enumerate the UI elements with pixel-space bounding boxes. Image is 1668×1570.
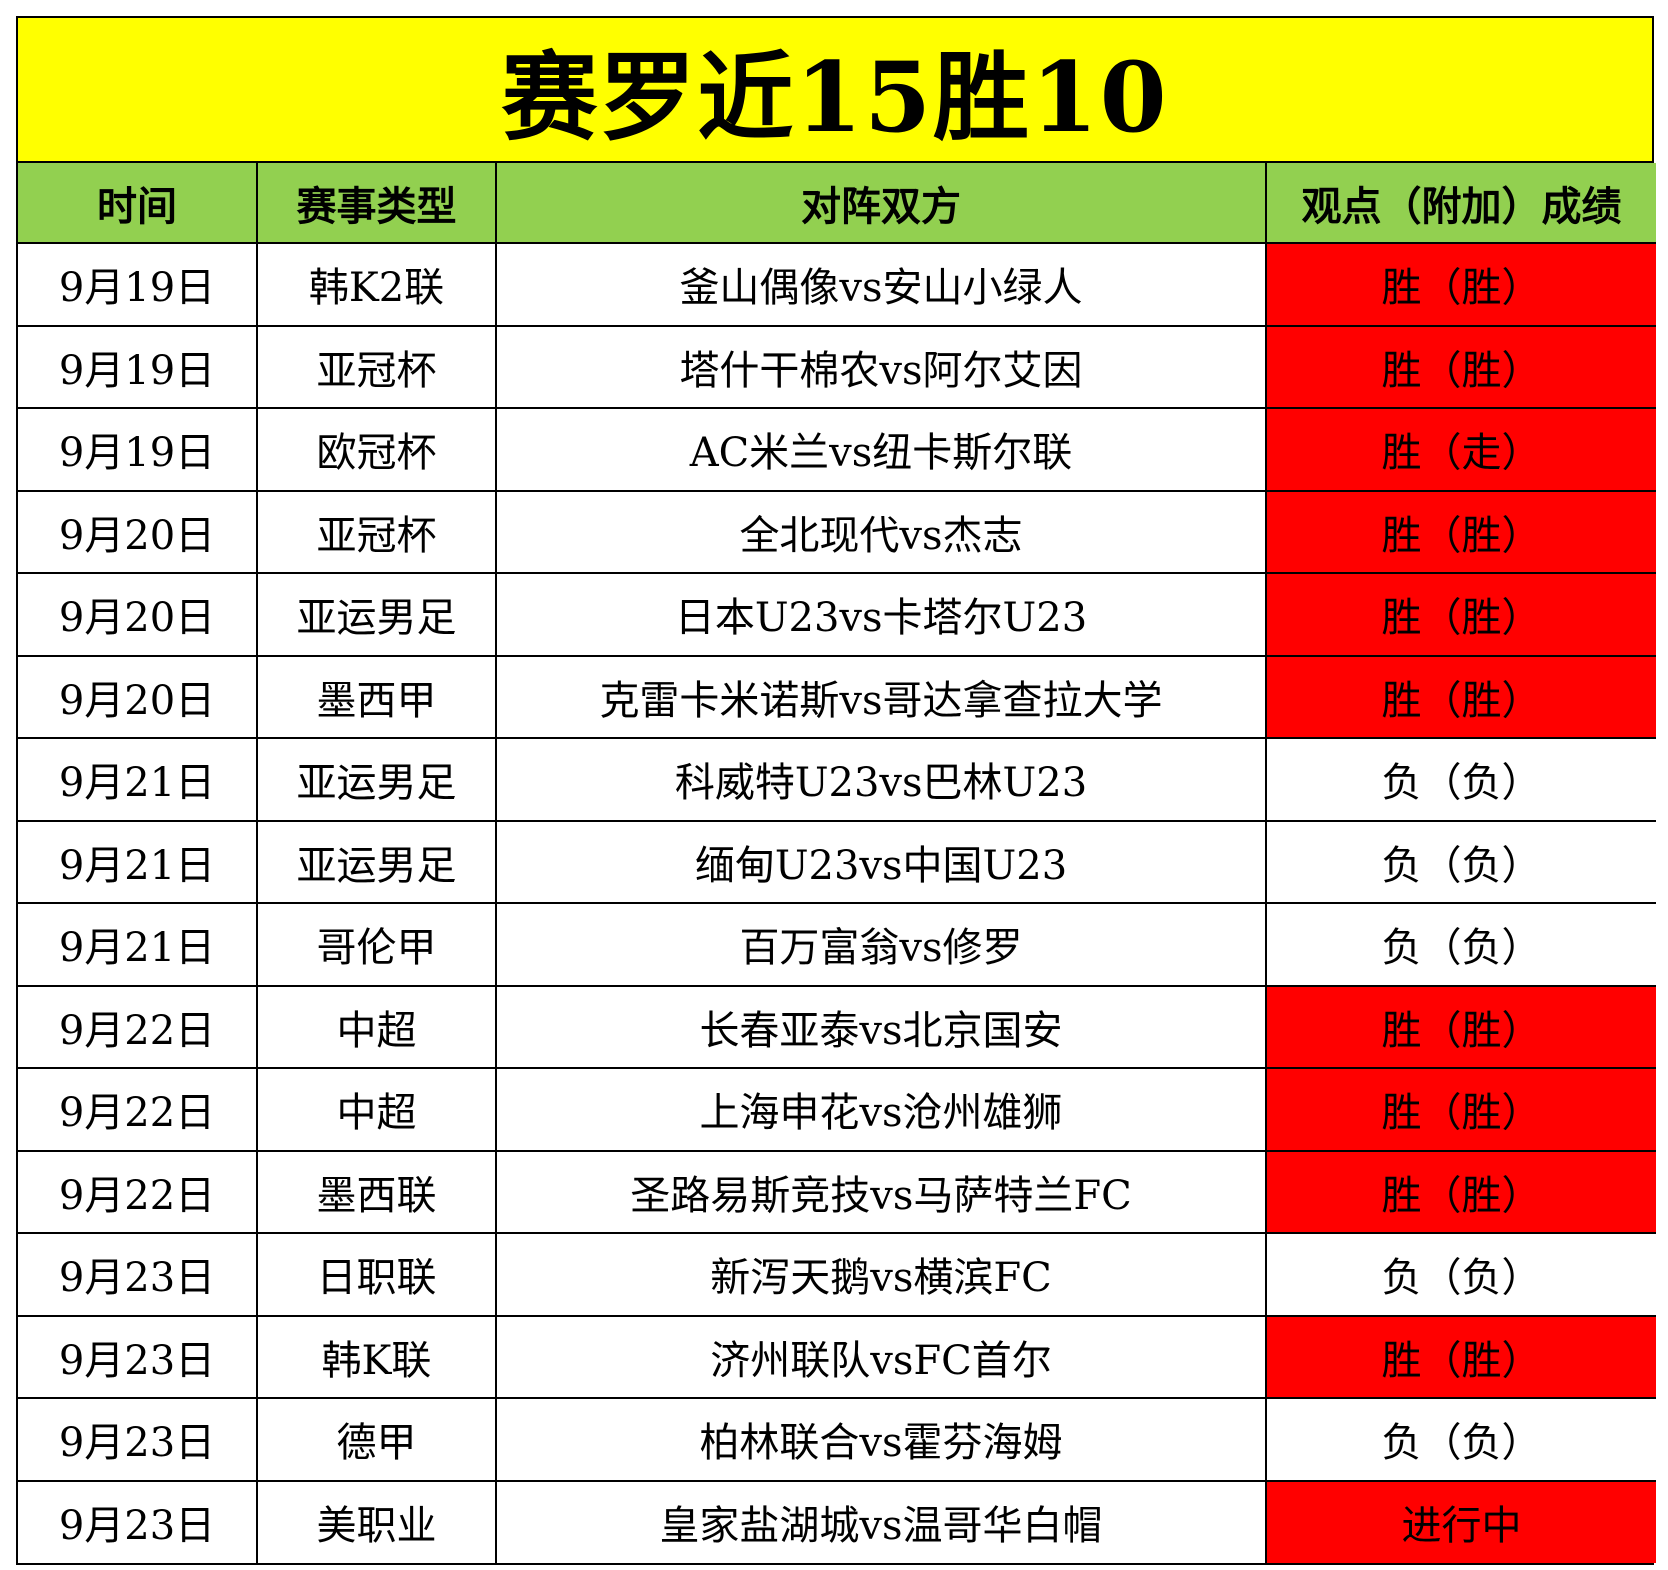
cell-date: 9月23日: [18, 1479, 258, 1563]
cell-date: 9月23日: [18, 1232, 258, 1317]
cell-league: 韩K2联: [256, 242, 497, 327]
cell-result: 胜（胜）: [1265, 984, 1656, 1069]
cell-date: 9月21日: [18, 819, 258, 904]
cell-date: 9月19日: [18, 242, 258, 327]
cell-match: 塔什干棉农vs阿尔艾因: [495, 324, 1267, 409]
table-row: 9月20日 亚运男足 日本U23vs卡塔尔U23 胜（胜）: [18, 572, 1656, 657]
cell-match: AC米兰vs纽卡斯尔联: [495, 407, 1267, 492]
cell-date: 9月20日: [18, 572, 258, 657]
cell-league: 中超: [256, 1067, 497, 1152]
header-result: 观点（附加）成绩: [1265, 163, 1656, 244]
cell-result: 胜（胜）: [1265, 654, 1656, 739]
cell-result: 负（负）: [1265, 902, 1656, 987]
cell-date: 9月19日: [18, 324, 258, 409]
cell-date: 9月21日: [18, 737, 258, 822]
cell-date: 9月19日: [18, 407, 258, 492]
cell-league: 亚冠杯: [256, 489, 497, 574]
cell-result: 胜（胜）: [1265, 1067, 1656, 1152]
cell-match: 上海申花vs沧州雄狮: [495, 1067, 1267, 1152]
cell-match: 全北现代vs杰志: [495, 489, 1267, 574]
cell-match: 圣路易斯竞技vs马萨特兰FC: [495, 1149, 1267, 1234]
table-row: 9月19日 韩K2联 釜山偶像vs安山小绿人 胜（胜）: [18, 242, 1656, 327]
table-row: 9月21日 亚运男足 科威特U23vs巴林U23 负（负）: [18, 737, 1656, 822]
cell-date: 9月22日: [18, 1067, 258, 1152]
cell-league: 墨西联: [256, 1149, 497, 1234]
cell-league: 亚冠杯: [256, 324, 497, 409]
cell-league: 亚运男足: [256, 572, 497, 657]
cell-result: 进行中: [1265, 1479, 1656, 1563]
cell-date: 9月20日: [18, 654, 258, 739]
cell-league: 哥伦甲: [256, 902, 497, 987]
cell-match: 柏林联合vs霍芬海姆: [495, 1397, 1267, 1482]
cell-match: 皇家盐湖城vs温哥华白帽: [495, 1479, 1267, 1563]
header-row: 时间 赛事类型 对阵双方 观点（附加）成绩: [18, 163, 1656, 244]
table-row: 9月20日 亚冠杯 全北现代vs杰志 胜（胜）: [18, 489, 1656, 574]
cell-match: 釜山偶像vs安山小绿人: [495, 242, 1267, 327]
cell-result: 胜（胜）: [1265, 489, 1656, 574]
table-row: 9月23日 美职业 皇家盐湖城vs温哥华白帽 进行中: [18, 1479, 1656, 1563]
results-table: 时间 赛事类型 对阵双方 观点（附加）成绩 9月19日 韩K2联 釜山偶像vs安山小…: [18, 163, 1656, 1563]
sheet-title: 赛罗近15胜10: [18, 18, 1652, 163]
header-league: 赛事类型: [256, 163, 497, 244]
table-row: 9月22日 中超 上海申花vs沧州雄狮 胜（胜）: [18, 1067, 1656, 1152]
cell-date: 9月20日: [18, 489, 258, 574]
cell-result: 胜（走）: [1265, 407, 1656, 492]
table-row: 9月23日 韩K联 济州联队vsFC首尔 胜（胜）: [18, 1314, 1656, 1399]
table-row: 9月20日 墨西甲 克雷卡米诺斯vs哥达拿查拉大学 胜（胜）: [18, 654, 1656, 739]
cell-match: 克雷卡米诺斯vs哥达拿查拉大学: [495, 654, 1267, 739]
cell-league: 亚运男足: [256, 737, 497, 822]
cell-match: 长春亚泰vs北京国安: [495, 984, 1267, 1069]
table-row: 9月21日 亚运男足 缅甸U23vs中国U23 负（负）: [18, 819, 1656, 904]
table-row: 9月19日 亚冠杯 塔什干棉农vs阿尔艾因 胜（胜）: [18, 324, 1656, 409]
cell-date: 9月22日: [18, 1149, 258, 1234]
cell-result: 胜（胜）: [1265, 572, 1656, 657]
cell-date: 9月21日: [18, 902, 258, 987]
cell-league: 韩K联: [256, 1314, 497, 1399]
cell-result: 负（负）: [1265, 1232, 1656, 1317]
cell-league: 欧冠杯: [256, 407, 497, 492]
cell-match: 济州联队vsFC首尔: [495, 1314, 1267, 1399]
cell-match: 缅甸U23vs中国U23: [495, 819, 1267, 904]
cell-result: 负（负）: [1265, 737, 1656, 822]
cell-league: 中超: [256, 984, 497, 1069]
cell-date: 9月22日: [18, 984, 258, 1069]
cell-result: 负（负）: [1265, 1397, 1656, 1482]
cell-match: 科威特U23vs巴林U23: [495, 737, 1267, 822]
cell-result: 胜（胜）: [1265, 1149, 1656, 1234]
table-row: 9月19日 欧冠杯 AC米兰vs纽卡斯尔联 胜（走）: [18, 407, 1656, 492]
cell-date: 9月23日: [18, 1314, 258, 1399]
table-row: 9月21日 哥伦甲 百万富翁vs修罗 负（负）: [18, 902, 1656, 987]
cell-league: 德甲: [256, 1397, 497, 1482]
cell-league: 亚运男足: [256, 819, 497, 904]
header-match: 对阵双方: [495, 163, 1267, 244]
table-row: 9月22日 墨西联 圣路易斯竞技vs马萨特兰FC 胜（胜）: [18, 1149, 1656, 1234]
cell-date: 9月23日: [18, 1397, 258, 1482]
cell-league: 日职联: [256, 1232, 497, 1317]
results-sheet: 赛罗近15胜10 时间 赛事类型 对阵双方 观点（附加）成绩 9月19日 韩K2联…: [16, 16, 1656, 1565]
cell-match: 百万富翁vs修罗: [495, 902, 1267, 987]
cell-result: 胜（胜）: [1265, 324, 1656, 409]
table-row: 9月23日 德甲 柏林联合vs霍芬海姆 负（负）: [18, 1397, 1656, 1482]
cell-result: 负（负）: [1265, 819, 1656, 904]
cell-result: 胜（胜）: [1265, 242, 1656, 327]
table-row: 9月22日 中超 长春亚泰vs北京国安 胜（胜）: [18, 984, 1656, 1069]
table-row: 9月23日 日职联 新泻天鹅vs横滨FC 负（负）: [18, 1232, 1656, 1317]
cell-league: 美职业: [256, 1479, 497, 1563]
header-date: 时间: [18, 163, 258, 244]
cell-match: 日本U23vs卡塔尔U23: [495, 572, 1267, 657]
cell-match: 新泻天鹅vs横滨FC: [495, 1232, 1267, 1317]
cell-result: 胜（胜）: [1265, 1314, 1656, 1399]
cell-league: 墨西甲: [256, 654, 497, 739]
